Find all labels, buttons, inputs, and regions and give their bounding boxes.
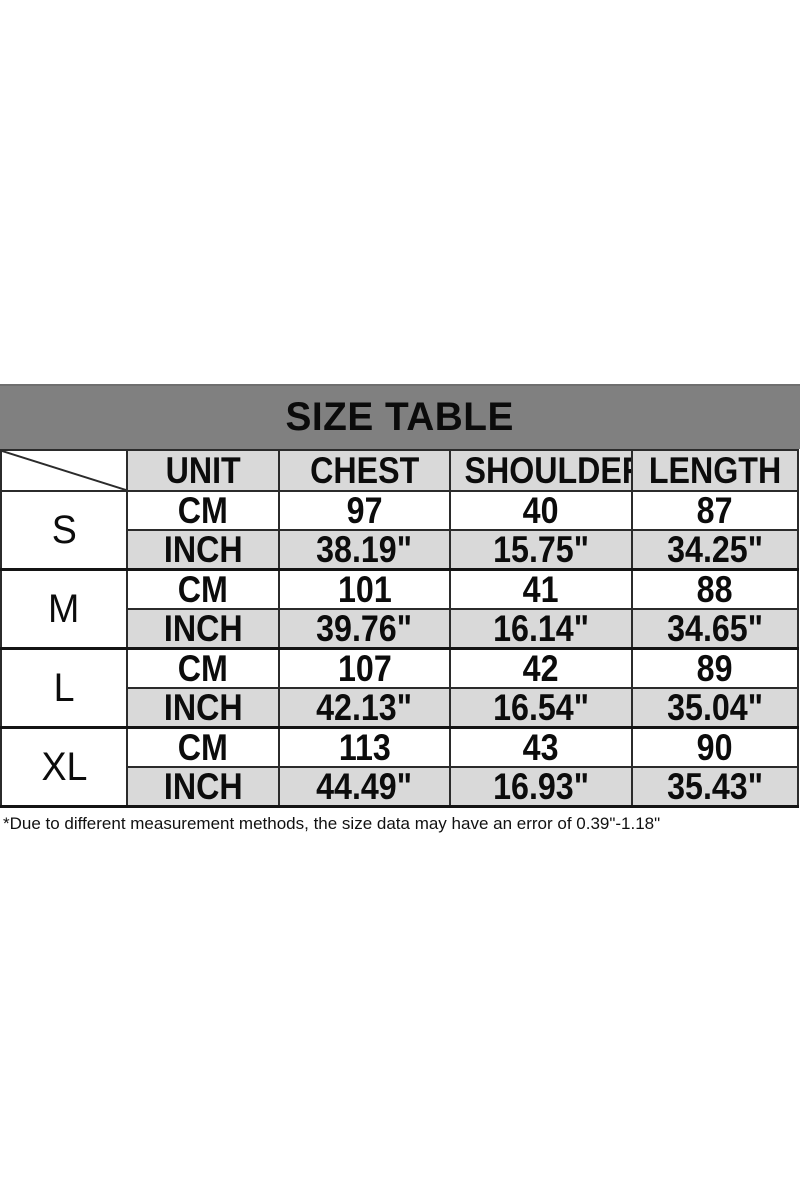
cell-text: INCH [163, 609, 243, 649]
footnote: *Due to different measurement methods, t… [3, 814, 661, 833]
size-chart: SIZE TABLE UNIT CHEST [0, 384, 800, 834]
chest-value-cell: 42.13" [278, 687, 451, 729]
cell-text: 43 [523, 727, 559, 767]
length-value-cell: 34.65" [631, 608, 799, 650]
header-label: SHOULDER [464, 450, 632, 491]
shoulder-value-cell: 16.93" [449, 766, 633, 808]
cell-text: 38.19" [316, 530, 413, 570]
cell-text: 89 [697, 648, 733, 688]
shoulder-value-cell: 43 [449, 726, 633, 768]
size-label-cell: L [0, 647, 128, 729]
chest-value-cell: 101 [278, 568, 451, 610]
length-value-cell: 90 [631, 726, 799, 768]
cell-text: CM [177, 648, 229, 688]
table-row-s-inch: INCH 38.19" 15.75" 34.25" [1, 529, 799, 571]
shoulder-value-cell: 16.54" [449, 687, 633, 729]
cell-text: 35.04" [667, 688, 763, 728]
length-value-cell: 34.25" [631, 529, 799, 571]
header-cell-unit: UNIT [126, 449, 280, 492]
cell-text: 107 [337, 648, 392, 688]
chest-value-cell: 39.76" [278, 608, 451, 650]
chest-value-cell: 107 [278, 647, 451, 689]
cell-text: 88 [697, 569, 733, 609]
table-row-s-cm: S CM 97 40 87 [0, 490, 799, 571]
cell-text: 35.43" [667, 767, 763, 807]
chest-value-cell: 97 [278, 490, 451, 531]
header-row: UNIT CHEST SHOULDER LENGTH [0, 449, 799, 492]
cell-text: 16.93" [493, 767, 589, 807]
unit-cell: CM [126, 647, 280, 689]
size-label: XL [40, 745, 88, 789]
diagonal-header-cell [0, 449, 128, 492]
unit-cell: INCH [126, 608, 280, 650]
length-value-cell: 87 [631, 490, 799, 531]
size-label-cell: M [0, 568, 128, 650]
header-label: LENGTH [648, 450, 782, 491]
cell-text: CM [177, 491, 229, 530]
chest-value-cell: 113 [278, 726, 451, 768]
shoulder-value-cell: 16.14" [449, 608, 633, 650]
cell-text: 44.49" [316, 767, 413, 807]
size-label: S [51, 508, 77, 552]
table-row-m-inch: INCH 39.76" 16.14" 34.65" [1, 608, 799, 650]
table-row-l-cm: L CM 107 42 89 [0, 647, 799, 729]
unit-cell: CM [126, 726, 280, 768]
size-label-cell: S [0, 490, 128, 571]
diagonal-divider-icon [2, 451, 126, 490]
cell-text: INCH [163, 530, 243, 570]
chest-value-cell: 44.49" [278, 766, 451, 808]
cell-text: 16.54" [493, 688, 589, 728]
cell-text: 87 [697, 491, 733, 530]
cell-text: 34.25" [667, 530, 763, 570]
header-label: UNIT [165, 450, 241, 491]
cell-text: 90 [697, 727, 733, 767]
length-value-cell: 35.43" [631, 766, 799, 808]
table-row-m-cm: M CM 101 41 88 [0, 568, 799, 650]
shoulder-value-cell: 15.75" [449, 529, 633, 571]
cell-text: 40 [523, 491, 559, 530]
chest-value-cell: 38.19" [278, 529, 451, 571]
cell-text: 42 [523, 648, 559, 688]
cell-text: 97 [346, 491, 383, 530]
unit-cell: CM [126, 568, 280, 610]
cell-text: 42.13" [316, 688, 413, 728]
shoulder-value-cell: 42 [449, 647, 633, 689]
table-row-l-inch: INCH 42.13" 16.54" 35.04" [1, 687, 799, 729]
header-cell-chest: CHEST [278, 449, 451, 492]
cell-text: 15.75" [493, 530, 589, 570]
length-value-cell: 88 [631, 568, 799, 610]
shoulder-value-cell: 40 [449, 490, 633, 531]
length-value-cell: 35.04" [631, 687, 799, 729]
size-label-cell: XL [0, 726, 128, 808]
unit-cell: INCH [126, 687, 280, 729]
unit-cell: INCH [126, 766, 280, 808]
size-label: L [53, 666, 75, 710]
cell-text: INCH [163, 767, 243, 807]
header-cell-shoulder: SHOULDER [449, 449, 633, 492]
header-cell-length: LENGTH [631, 449, 799, 492]
cell-text: 34.65" [667, 609, 763, 649]
size-label: M [48, 587, 80, 631]
table-title-bar: SIZE TABLE [0, 384, 800, 449]
cell-text: CM [177, 569, 229, 609]
unit-cell: CM [126, 490, 280, 531]
cell-text: 101 [337, 569, 392, 609]
cell-text: 113 [338, 727, 391, 767]
cell-text: 39.76" [316, 609, 413, 649]
shoulder-value-cell: 41 [449, 568, 633, 610]
cell-text: 41 [523, 569, 559, 609]
size-table: UNIT CHEST SHOULDER LENGTH S CM 97 40 87… [0, 449, 799, 808]
cell-text: 16.14" [493, 609, 589, 649]
cell-text: INCH [163, 688, 243, 728]
table-row-xl-cm: XL CM 113 43 90 [0, 726, 799, 808]
unit-cell: INCH [126, 529, 280, 571]
table-title: SIZE TABLE [285, 395, 515, 439]
length-value-cell: 89 [631, 647, 799, 689]
header-label: CHEST [309, 450, 420, 491]
table-row-xl-inch: INCH 44.49" 16.93" 35.43" [1, 766, 799, 808]
cell-text: CM [177, 727, 229, 767]
